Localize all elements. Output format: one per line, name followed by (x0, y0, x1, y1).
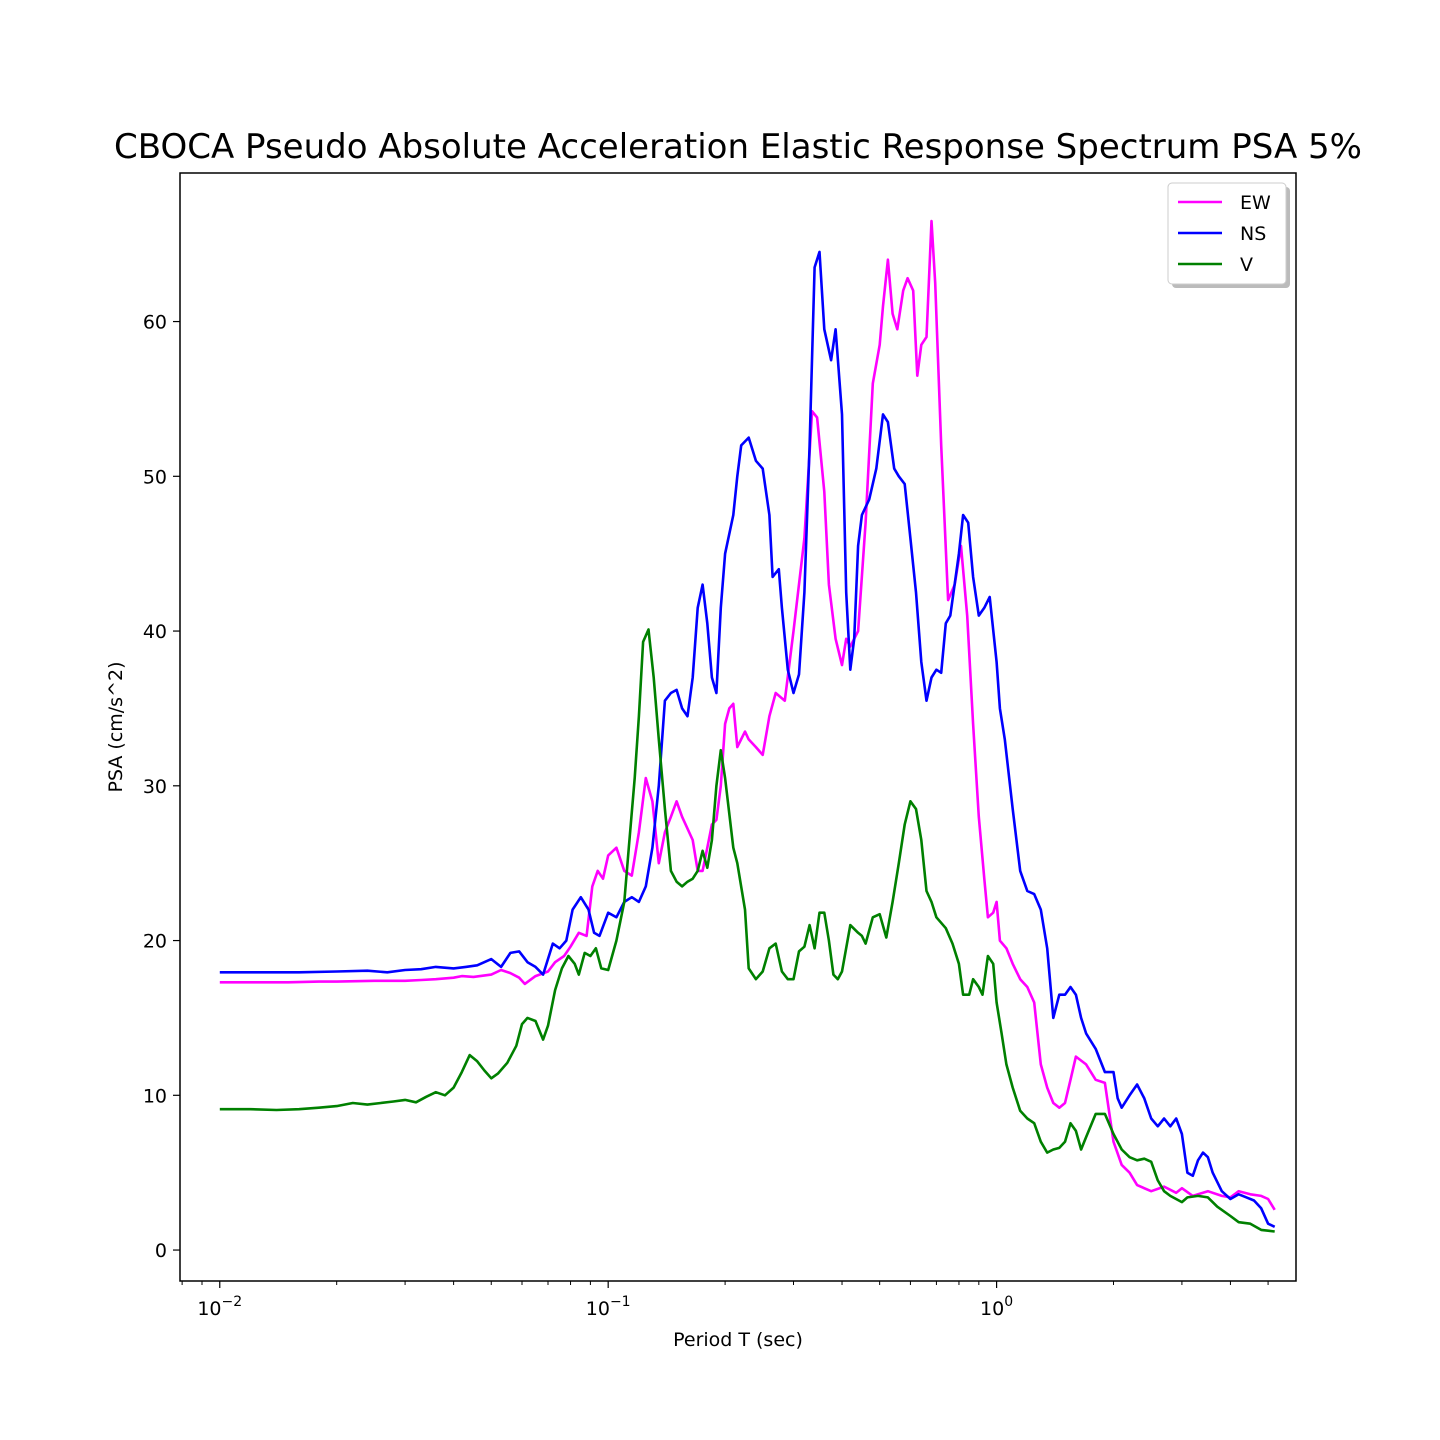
legend-label-ns: NS (1240, 223, 1266, 245)
x-axis: 10−2 10−1 100 (181, 1281, 1269, 1320)
x-tick-base: 10 (197, 1298, 221, 1320)
y-tick-label: 60 (143, 312, 167, 334)
plot-area (179, 172, 1297, 1282)
series-layer (219, 219, 1276, 1233)
x-tick-label: 100 (980, 1294, 1013, 1320)
x-axis-label: Period T (sec) (673, 1329, 803, 1351)
x-tick-label: 10−2 (197, 1294, 242, 1320)
x-tick-base: 10 (586, 1298, 610, 1320)
plot-frame (179, 172, 1297, 1282)
y-tick-label: 40 (143, 621, 167, 643)
y-axis-label: PSA (cm/s^2) (105, 662, 127, 793)
x-tick-label: 10−1 (586, 1294, 631, 1320)
y-tick-label: 10 (143, 1085, 167, 1107)
legend: EW NS V (1167, 182, 1290, 288)
x-tick-exponent: −2 (222, 1294, 243, 1310)
x-tick-exponent: 0 (1004, 1294, 1013, 1310)
y-tick-label: 20 (143, 931, 167, 953)
x-tick-exponent: −1 (610, 1294, 631, 1310)
x-tick-base: 10 (980, 1298, 1004, 1320)
series-ns-line (219, 250, 1276, 1228)
legend-label-ew: EW (1240, 192, 1271, 214)
legend-label-v: V (1240, 254, 1253, 276)
legend-box (1167, 182, 1287, 285)
y-tick-label: 50 (143, 466, 167, 488)
series-ew-line (219, 219, 1276, 1211)
series-v-line (219, 628, 1275, 1233)
y-tick-label: 30 (143, 776, 167, 798)
chart-title: CBOCA Pseudo Absolute Acceleration Elast… (114, 127, 1362, 167)
y-tick-label: 0 (155, 1240, 167, 1262)
y-axis: 0 10 20 30 40 50 60 (143, 312, 180, 1262)
